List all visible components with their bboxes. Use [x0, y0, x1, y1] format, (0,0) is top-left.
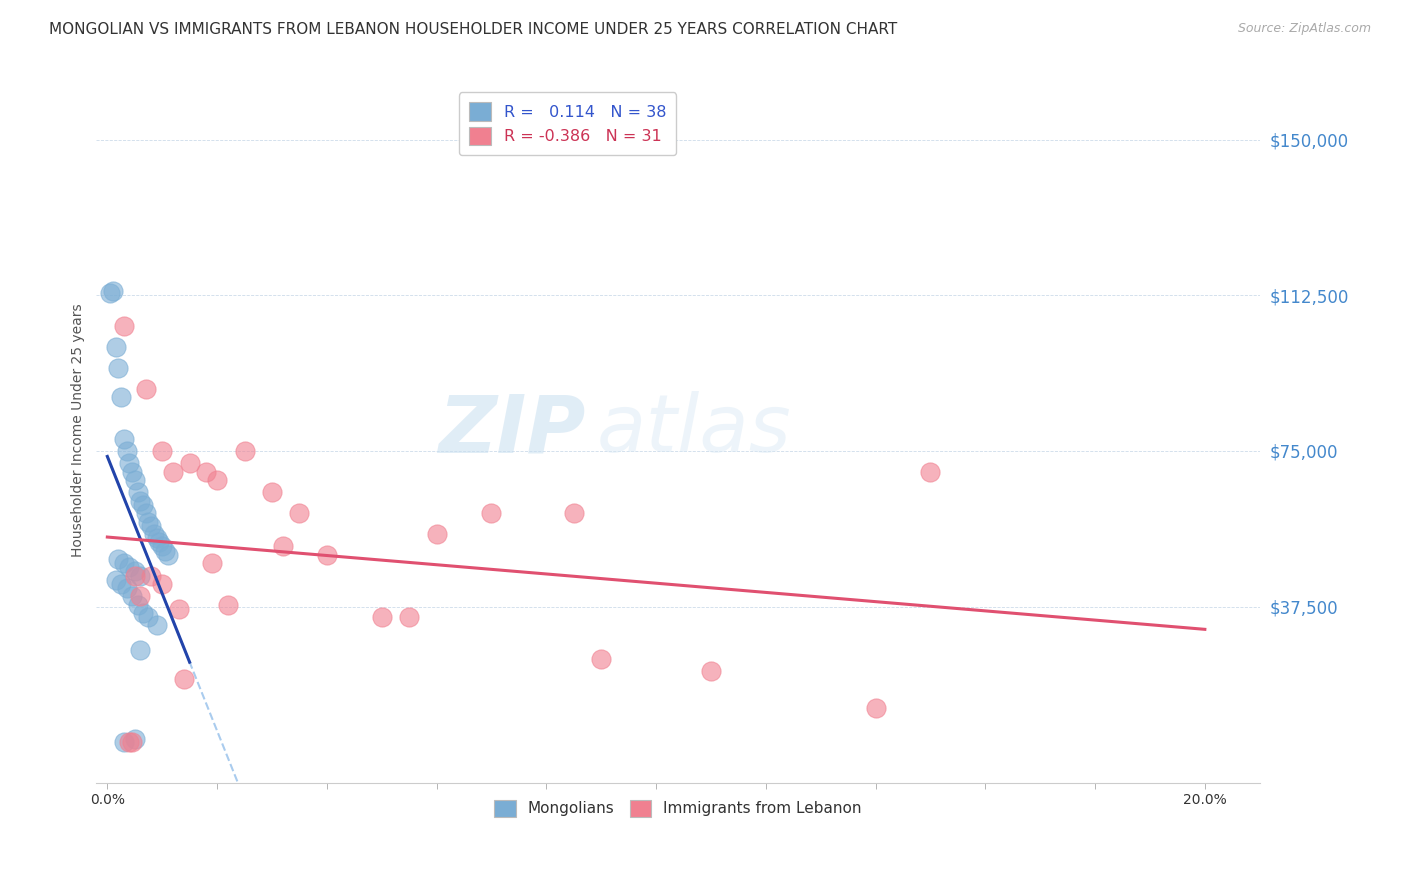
Point [700, 664, 723, 678]
Point [141, 568, 163, 582]
Point [104, 340, 127, 354]
Point [98, 286, 121, 301]
Point [562, 506, 585, 520]
Point [127, 485, 149, 500]
Point [370, 610, 392, 624]
Point [121, 734, 143, 748]
Point [115, 444, 138, 458]
Legend: Mongolians, Immigrants from Lebanon: Mongolians, Immigrants from Lebanon [486, 792, 869, 825]
Point [145, 531, 167, 545]
Y-axis label: Householder Income Under 25 years: Householder Income Under 25 years [72, 303, 86, 557]
Point [118, 560, 141, 574]
Point [121, 465, 143, 479]
Point [118, 457, 141, 471]
Point [115, 581, 138, 595]
Point [143, 527, 166, 541]
Point [129, 493, 152, 508]
Point [101, 284, 124, 298]
Point [920, 465, 942, 479]
Point [118, 734, 141, 748]
Point [145, 618, 167, 632]
Point [135, 382, 157, 396]
Point [148, 535, 170, 549]
Point [112, 319, 135, 334]
Point [112, 556, 135, 570]
Point [153, 543, 176, 558]
Point [167, 601, 190, 615]
Point [110, 576, 132, 591]
Point [865, 701, 887, 715]
Point [124, 473, 146, 487]
Point [200, 556, 222, 570]
Point [135, 506, 157, 520]
Point [141, 518, 163, 533]
Point [162, 465, 184, 479]
Point [107, 361, 129, 376]
Point [138, 610, 160, 624]
Point [132, 498, 155, 512]
Point [315, 548, 337, 562]
Point [132, 606, 155, 620]
Point [205, 473, 228, 487]
Point [124, 732, 146, 747]
Point [104, 573, 127, 587]
Point [124, 565, 146, 579]
Point [129, 568, 152, 582]
Point [110, 390, 132, 404]
Point [217, 598, 239, 612]
Point [127, 598, 149, 612]
Point [150, 576, 173, 591]
Point [288, 506, 311, 520]
Point [591, 651, 613, 665]
Point [121, 589, 143, 603]
Point [150, 444, 173, 458]
Point [129, 589, 152, 603]
Point [150, 540, 173, 554]
Point [138, 515, 160, 529]
Point [398, 610, 420, 624]
Point [271, 540, 294, 554]
Point [129, 643, 152, 657]
Point [426, 527, 449, 541]
Point [233, 444, 256, 458]
Point [156, 548, 179, 562]
Point [260, 485, 283, 500]
Text: Source: ZipAtlas.com: Source: ZipAtlas.com [1237, 22, 1371, 36]
Point [112, 734, 135, 748]
Point [195, 465, 218, 479]
Point [179, 457, 201, 471]
Text: MONGOLIAN VS IMMIGRANTS FROM LEBANON HOUSEHOLDER INCOME UNDER 25 YEARS CORRELATI: MONGOLIAN VS IMMIGRANTS FROM LEBANON HOU… [49, 22, 897, 37]
Text: ZIP: ZIP [437, 392, 585, 469]
Point [124, 568, 146, 582]
Point [107, 552, 129, 566]
Text: atlas: atlas [596, 392, 792, 469]
Point [173, 673, 195, 687]
Point [481, 506, 503, 520]
Point [112, 432, 135, 446]
